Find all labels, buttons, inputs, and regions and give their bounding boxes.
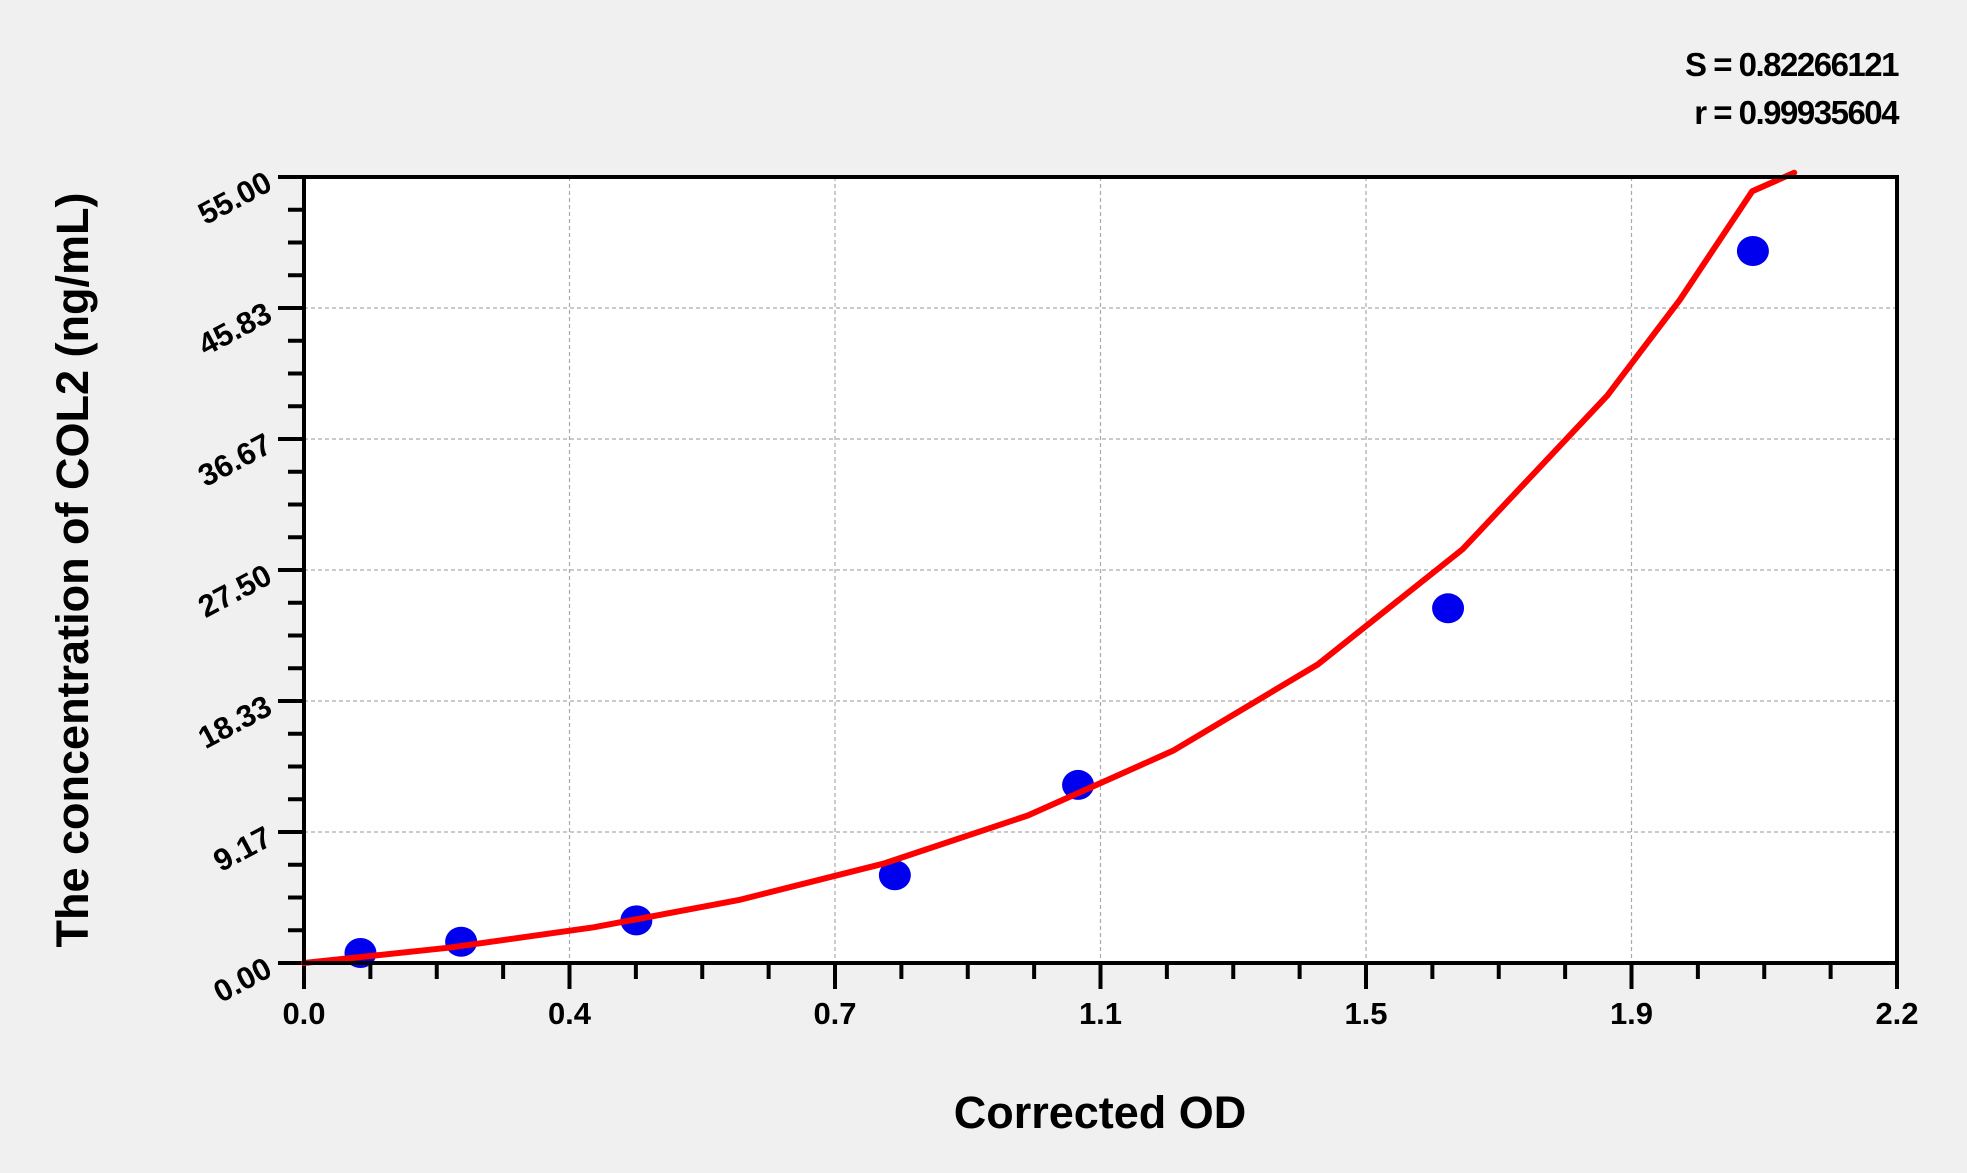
y-tick-label: 55.00 (192, 164, 277, 231)
x-tick-label: 0.7 (813, 996, 856, 1031)
x-tick-label: 1.5 (1344, 996, 1387, 1031)
x-axis-title: Corrected OD (954, 1087, 1247, 1138)
x-tick-label: 0.0 (282, 996, 325, 1031)
fit-curve-line (301, 169, 1798, 966)
data-point (1432, 593, 1465, 624)
axis-ticks (278, 175, 1899, 989)
data-point (1736, 236, 1769, 267)
s-value-annotation: S = 0.82266121 (1685, 46, 1899, 83)
data-point (878, 860, 911, 891)
x-tick-label: 1.9 (1610, 996, 1653, 1031)
y-axis-title: The concentration of COL2 (ng/mL) (47, 193, 98, 948)
r-value-annotation: r = 0.99935604 (1694, 94, 1900, 131)
x-tick-label: 2.2 (1875, 996, 1918, 1031)
x-tick-labels: 0.0 0.4 0.7 1.1 1.5 1.9 2.2 (282, 996, 1918, 1031)
y-tick-label: 36.67 (192, 426, 277, 493)
fit-curve-layer (301, 169, 1798, 966)
x-tick-label: 1.1 (1079, 996, 1122, 1031)
y-tick-label: 18.33 (192, 688, 277, 755)
y-tick-labels: 0.00 9.17 18.33 27.50 36.67 45.83 55.00 (192, 164, 277, 1009)
x-tick-label: 0.4 (548, 996, 592, 1031)
y-tick-label: 9.17 (208, 819, 278, 878)
plot-frame (302, 175, 1899, 965)
y-tick-label: 27.50 (192, 557, 277, 624)
y-tick-label: 0.00 (208, 950, 278, 1009)
y-tick-label: 45.83 (192, 295, 277, 362)
grid (304, 177, 1897, 963)
